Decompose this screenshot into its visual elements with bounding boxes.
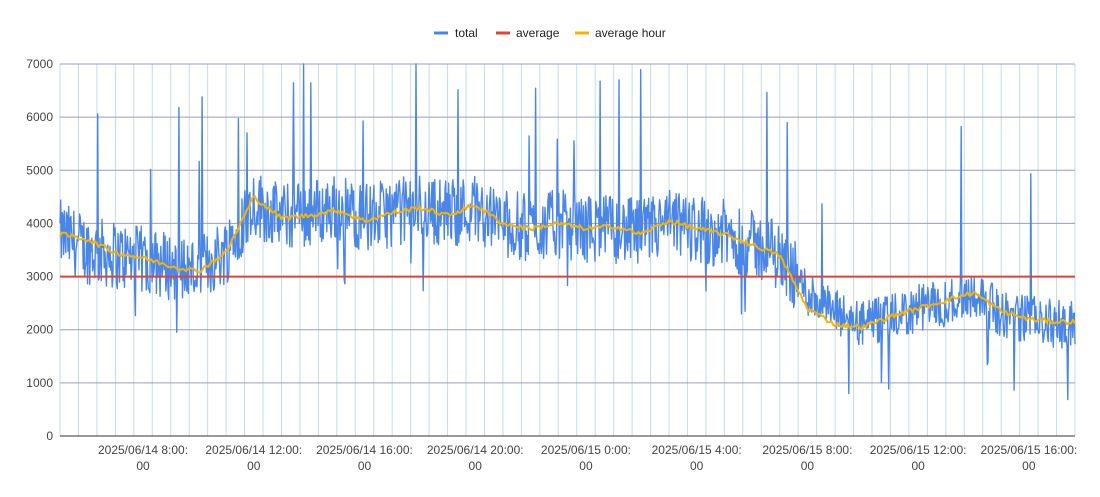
y-tick-label: 3000: [26, 270, 53, 284]
x-tick-label: 2025/06/14 12:00: 00: [205, 443, 302, 473]
x-tick-label: 2025/06/15 16:00: 00: [980, 443, 1077, 473]
x-tick-label-line2: 00: [1022, 459, 1036, 473]
x-tick-label-line2: 00: [469, 459, 483, 473]
x-tick-label-line1: 2025/06/15 12:00:: [870, 443, 967, 457]
y-tick-label: 4000: [26, 216, 53, 230]
legend-item-average[interactable]: average: [496, 26, 560, 40]
x-tick-label: 2025/06/14 20:00: 00: [427, 443, 524, 473]
x-tick-label: 2025/06/15 12:00: 00: [870, 443, 967, 473]
legend-label-total: total: [455, 26, 478, 40]
series-line-average-hour: [59, 195, 1076, 331]
legend-item-average-hour[interactable]: average hour: [575, 26, 666, 40]
legend-item-total[interactable]: total: [434, 26, 478, 40]
x-tick-label-line2: 00: [690, 459, 704, 473]
series-line-total: [59, 63, 1076, 401]
y-axis-tick-labels: 0 1000 2000 3000 4000 5000 6000 7000: [26, 57, 53, 443]
x-tick-label-line1: 2025/06/14 16:00:: [316, 443, 413, 457]
legend-label-average: average: [516, 26, 560, 40]
x-tick-label-line1: 2025/06/15 0:00:: [541, 443, 631, 457]
x-tick-label-line1: 2025/06/15 4:00:: [652, 443, 742, 457]
y-tick-label: 6000: [26, 110, 53, 124]
x-tick-label-line1: 2025/06/14 8:00:: [98, 443, 188, 457]
x-tick-label: 2025/06/15 4:00: 00: [652, 443, 742, 473]
x-tick-label: 2025/06/14 8:00: 00: [98, 443, 188, 473]
x-tick-label: 2025/06/14 16:00: 00: [316, 443, 413, 473]
y-tick-label: 2000: [26, 323, 53, 337]
y-tick-label: 5000: [26, 163, 53, 177]
x-tick-label-line1: 2025/06/14 12:00:: [205, 443, 302, 457]
x-tick-label-line2: 00: [358, 459, 372, 473]
x-tick-label-line2: 00: [911, 459, 925, 473]
x-tick-label-line1: 2025/06/14 20:00:: [427, 443, 524, 457]
x-tick-label: 2025/06/15 0:00: 00: [541, 443, 631, 473]
x-tick-label-line1: 2025/06/15 16:00:: [980, 443, 1077, 457]
y-tick-label: 7000: [26, 57, 53, 71]
x-tick-label-line2: 00: [136, 459, 150, 473]
x-tick-label-line2: 00: [801, 459, 815, 473]
x-tick-label-line2: 00: [247, 459, 261, 473]
y-tick-label: 1000: [26, 376, 53, 390]
x-tick-label-line1: 2025/06/15 8:00:: [762, 443, 852, 457]
x-tick-label-line2: 00: [579, 459, 593, 473]
legend-label-average-hour: average hour: [595, 26, 666, 40]
x-tick-label: 2025/06/15 8:00: 00: [762, 443, 852, 473]
legend: total average average hour: [434, 26, 666, 40]
y-tick-label: 0: [46, 429, 53, 443]
